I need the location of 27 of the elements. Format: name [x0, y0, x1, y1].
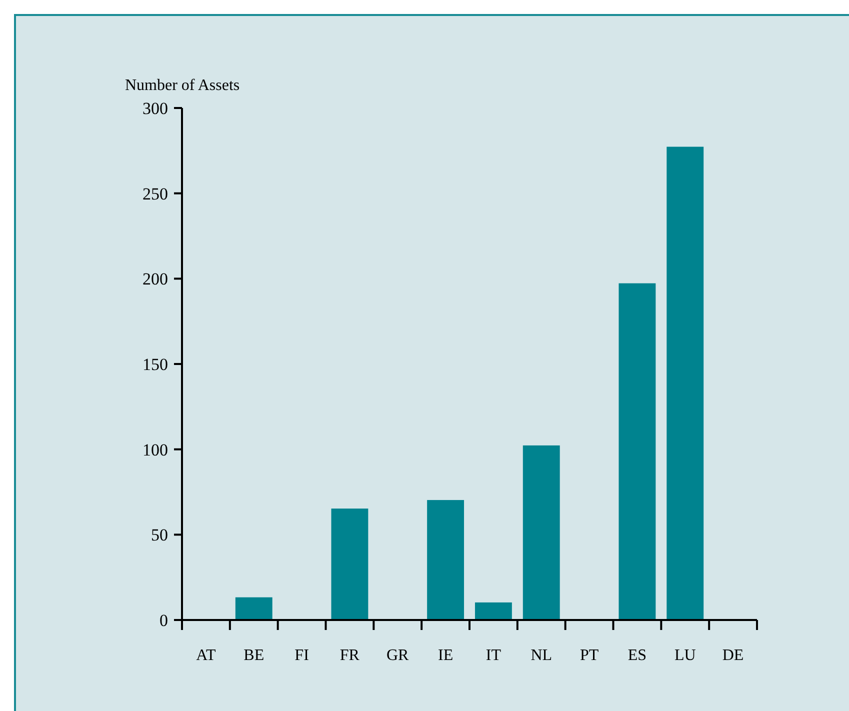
x-tick-label: BE: [244, 647, 264, 664]
x-tick-label: AT: [196, 647, 216, 664]
x-tick-label: NL: [530, 647, 552, 664]
x-tick-label: GR: [386, 647, 410, 664]
bar: [666, 146, 704, 620]
y-tick-label: 300: [142, 98, 168, 118]
y-tick-label: 150: [142, 354, 168, 374]
y-axis-title: Number of Assets: [125, 77, 240, 94]
bar: [235, 597, 272, 620]
x-tick-label: DE: [722, 647, 744, 664]
x-tick-label: FR: [340, 647, 360, 664]
x-tick-label: PT: [580, 647, 599, 664]
y-tick-label: 0: [160, 610, 168, 630]
x-tick-label: IE: [438, 647, 454, 664]
y-tick-label: 250: [142, 184, 168, 204]
x-tick-label: FI: [294, 647, 309, 664]
x-tick-label: IT: [486, 647, 502, 664]
y-tick-label: 100: [142, 440, 168, 460]
bar: [331, 508, 368, 620]
x-tick-label: LU: [674, 647, 696, 664]
x-tick-label: ES: [628, 647, 647, 664]
bar: [427, 500, 464, 620]
bar: [618, 283, 656, 620]
y-tick-label: 200: [142, 270, 168, 289]
bar: [522, 445, 560, 620]
y-tick-label: 50: [151, 526, 168, 545]
bar: [474, 602, 512, 620]
